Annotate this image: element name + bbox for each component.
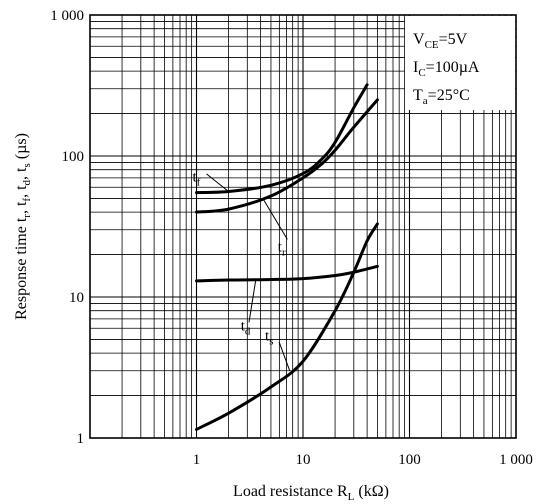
y-tick-label: 10 [69,290,84,306]
curve-labels: tf tr td ts [193,169,291,371]
condition-line: Ta=25°C [413,87,470,107]
x-tick-labels: 1 10 100 1 000 [193,452,533,468]
x-axis-label: Load resistance RL (kΩ) [233,483,389,503]
y-tick-label: 100 [62,149,85,165]
y-tick-label: 1 000 [50,8,84,24]
x-tick-label: 10 [296,452,311,468]
series-line-ts [195,222,379,431]
condition-line: IC=100µA [413,59,480,79]
label-leader-tr [262,198,288,240]
plot-frame [89,14,517,439]
series-line-tf [195,83,369,195]
x-tick-label: 1 [193,452,201,468]
x-tick-label: 1 000 [499,452,533,468]
y-tick-label: 1 [77,431,85,447]
condition-line: VCE=5V [413,31,468,51]
label-leader-ts [278,341,291,371]
label-leader-tf [206,173,229,192]
conditions-background [405,16,515,110]
grid [90,15,516,438]
series-label-ts: ts [265,329,273,348]
curves [195,83,379,431]
conditions-box: VCE=5V IC=100µA Ta=25°C [405,16,515,110]
series-label-tr: tr [278,240,286,259]
x-tick-label: 100 [398,452,421,468]
y-axis-label: Response time tr, tf, td, ts (µs) [13,133,33,320]
series-label-td: td [241,318,251,337]
series-label-tf: tf [193,169,201,188]
series-line-tr [195,98,379,214]
y-tick-labels: 1 10 100 1 000 [50,8,84,447]
label-leader-td [248,279,257,323]
